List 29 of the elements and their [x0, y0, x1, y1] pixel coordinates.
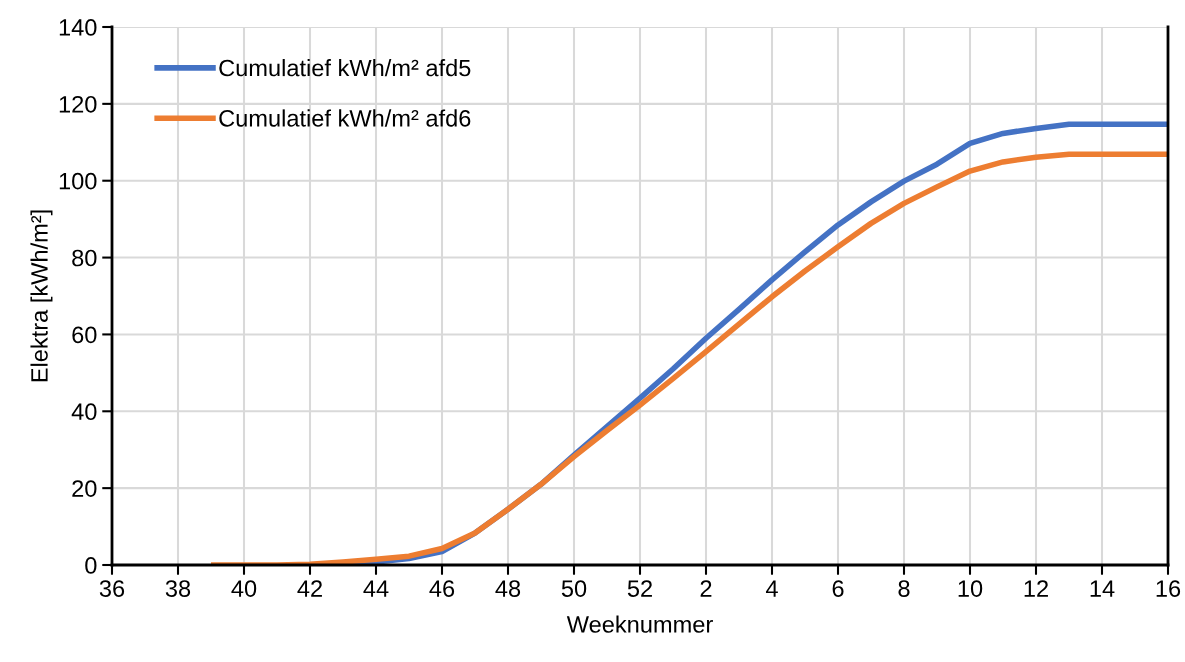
- x-tick-label: 42: [297, 580, 322, 597]
- x-tick-label: 2: [700, 580, 712, 597]
- x-tick-label: 6: [832, 580, 844, 597]
- x-tick-label: 14: [1090, 580, 1115, 597]
- y-tick-label: 20: [72, 480, 97, 497]
- x-tick-label: 8: [898, 580, 910, 597]
- y-axis-title: Elektra [kWh/m²]: [30, 210, 53, 382]
- y-tick-label: 120: [59, 95, 97, 113]
- y-tick-label: 40: [71, 403, 97, 421]
- x-tick-label: 4: [765, 580, 778, 597]
- y-tick-label: 0: [85, 557, 97, 574]
- x-tick-label: 40: [231, 580, 257, 597]
- x-tick-label: 48: [495, 580, 521, 597]
- x-tick-label: 12: [1024, 580, 1048, 597]
- x-axis-title: Weeknummer: [566, 615, 713, 633]
- y-tick-label: 140: [59, 19, 97, 36]
- x-tick-label: 50: [561, 580, 587, 597]
- x-tick-label: 38: [165, 580, 191, 597]
- legend-label: Cumulatief kWh/m² afd6: [219, 109, 471, 127]
- legend-label: Cumulatief kWh/m² afd5: [219, 59, 471, 77]
- x-tick-label: 16: [1156, 580, 1181, 597]
- y-tick-label: 80: [72, 249, 97, 267]
- x-tick-label: 52: [627, 580, 652, 597]
- x-tick-label: 44: [363, 580, 389, 597]
- y-tick-label: 60: [72, 326, 97, 344]
- x-tick-label: 10: [958, 580, 983, 597]
- x-tick-label: 46: [429, 580, 455, 597]
- x-tick-label: 36: [99, 580, 125, 597]
- y-tick-label: 100: [59, 172, 97, 190]
